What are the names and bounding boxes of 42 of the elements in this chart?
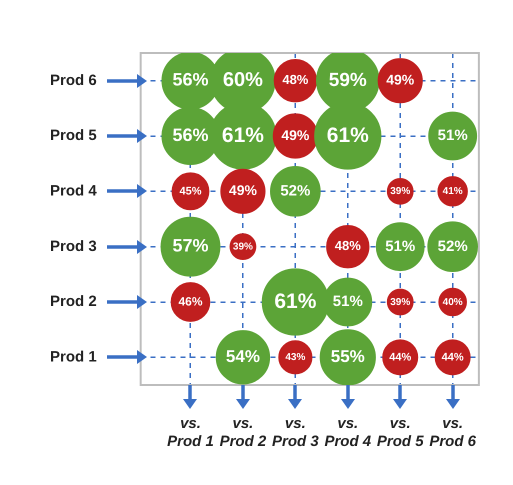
data-label: 45% [179, 185, 202, 198]
data-label: 56% [172, 70, 209, 90]
x-tick-label: vs. Prod 1 [167, 415, 214, 450]
data-label: 51% [385, 238, 416, 255]
x-tick-label: vs. Prod 6 [429, 415, 477, 450]
data-label: 49% [386, 72, 415, 88]
data-label: 40% [442, 296, 463, 308]
data-label: 51% [438, 127, 468, 144]
data-label: 39% [390, 186, 410, 198]
y-tick-label: Prod 2 [50, 293, 97, 310]
data-label: 61% [326, 124, 370, 147]
x-tick-label: vs. Prod 2 [220, 415, 267, 450]
data-label: 39% [232, 241, 254, 252]
data-label: 39% [390, 296, 410, 308]
data-label: 41% [442, 186, 463, 198]
data-label: 60% [222, 69, 264, 92]
data-label: 56% [172, 124, 209, 145]
data-label: 49% [281, 126, 310, 143]
y-tick-label: Prod 3 [50, 238, 97, 255]
data-label: 51% [332, 293, 363, 310]
data-label: 49% [228, 182, 258, 198]
data-label: 52% [438, 238, 468, 255]
y-tick-label: Prod 6 [50, 72, 97, 89]
y-tick-label: Prod 1 [50, 348, 97, 366]
data-label: 61% [274, 290, 317, 313]
data-label: 54% [226, 347, 260, 366]
y-tick-label: Prod 4 [50, 182, 98, 200]
data-label: 44% [442, 351, 464, 364]
data-label: 43% [285, 352, 306, 364]
x-tick-label: vs. Prod 5 [376, 415, 424, 450]
data-label: 48% [334, 238, 362, 254]
data-label: 48% [282, 72, 309, 88]
data-label: 52% [280, 182, 310, 200]
x-tick-label: vs. Prod 3 [272, 415, 320, 450]
data-label: 44% [389, 351, 412, 364]
x-tick-label: vs. Prod 4 [324, 415, 372, 450]
data-label: 55% [330, 347, 365, 366]
data-label: 59% [328, 70, 367, 91]
y-tick-label: Prod 5 [50, 127, 97, 144]
data-label: 46% [178, 294, 203, 308]
data-label: 61% [222, 124, 264, 147]
data-label: 57% [172, 236, 209, 256]
